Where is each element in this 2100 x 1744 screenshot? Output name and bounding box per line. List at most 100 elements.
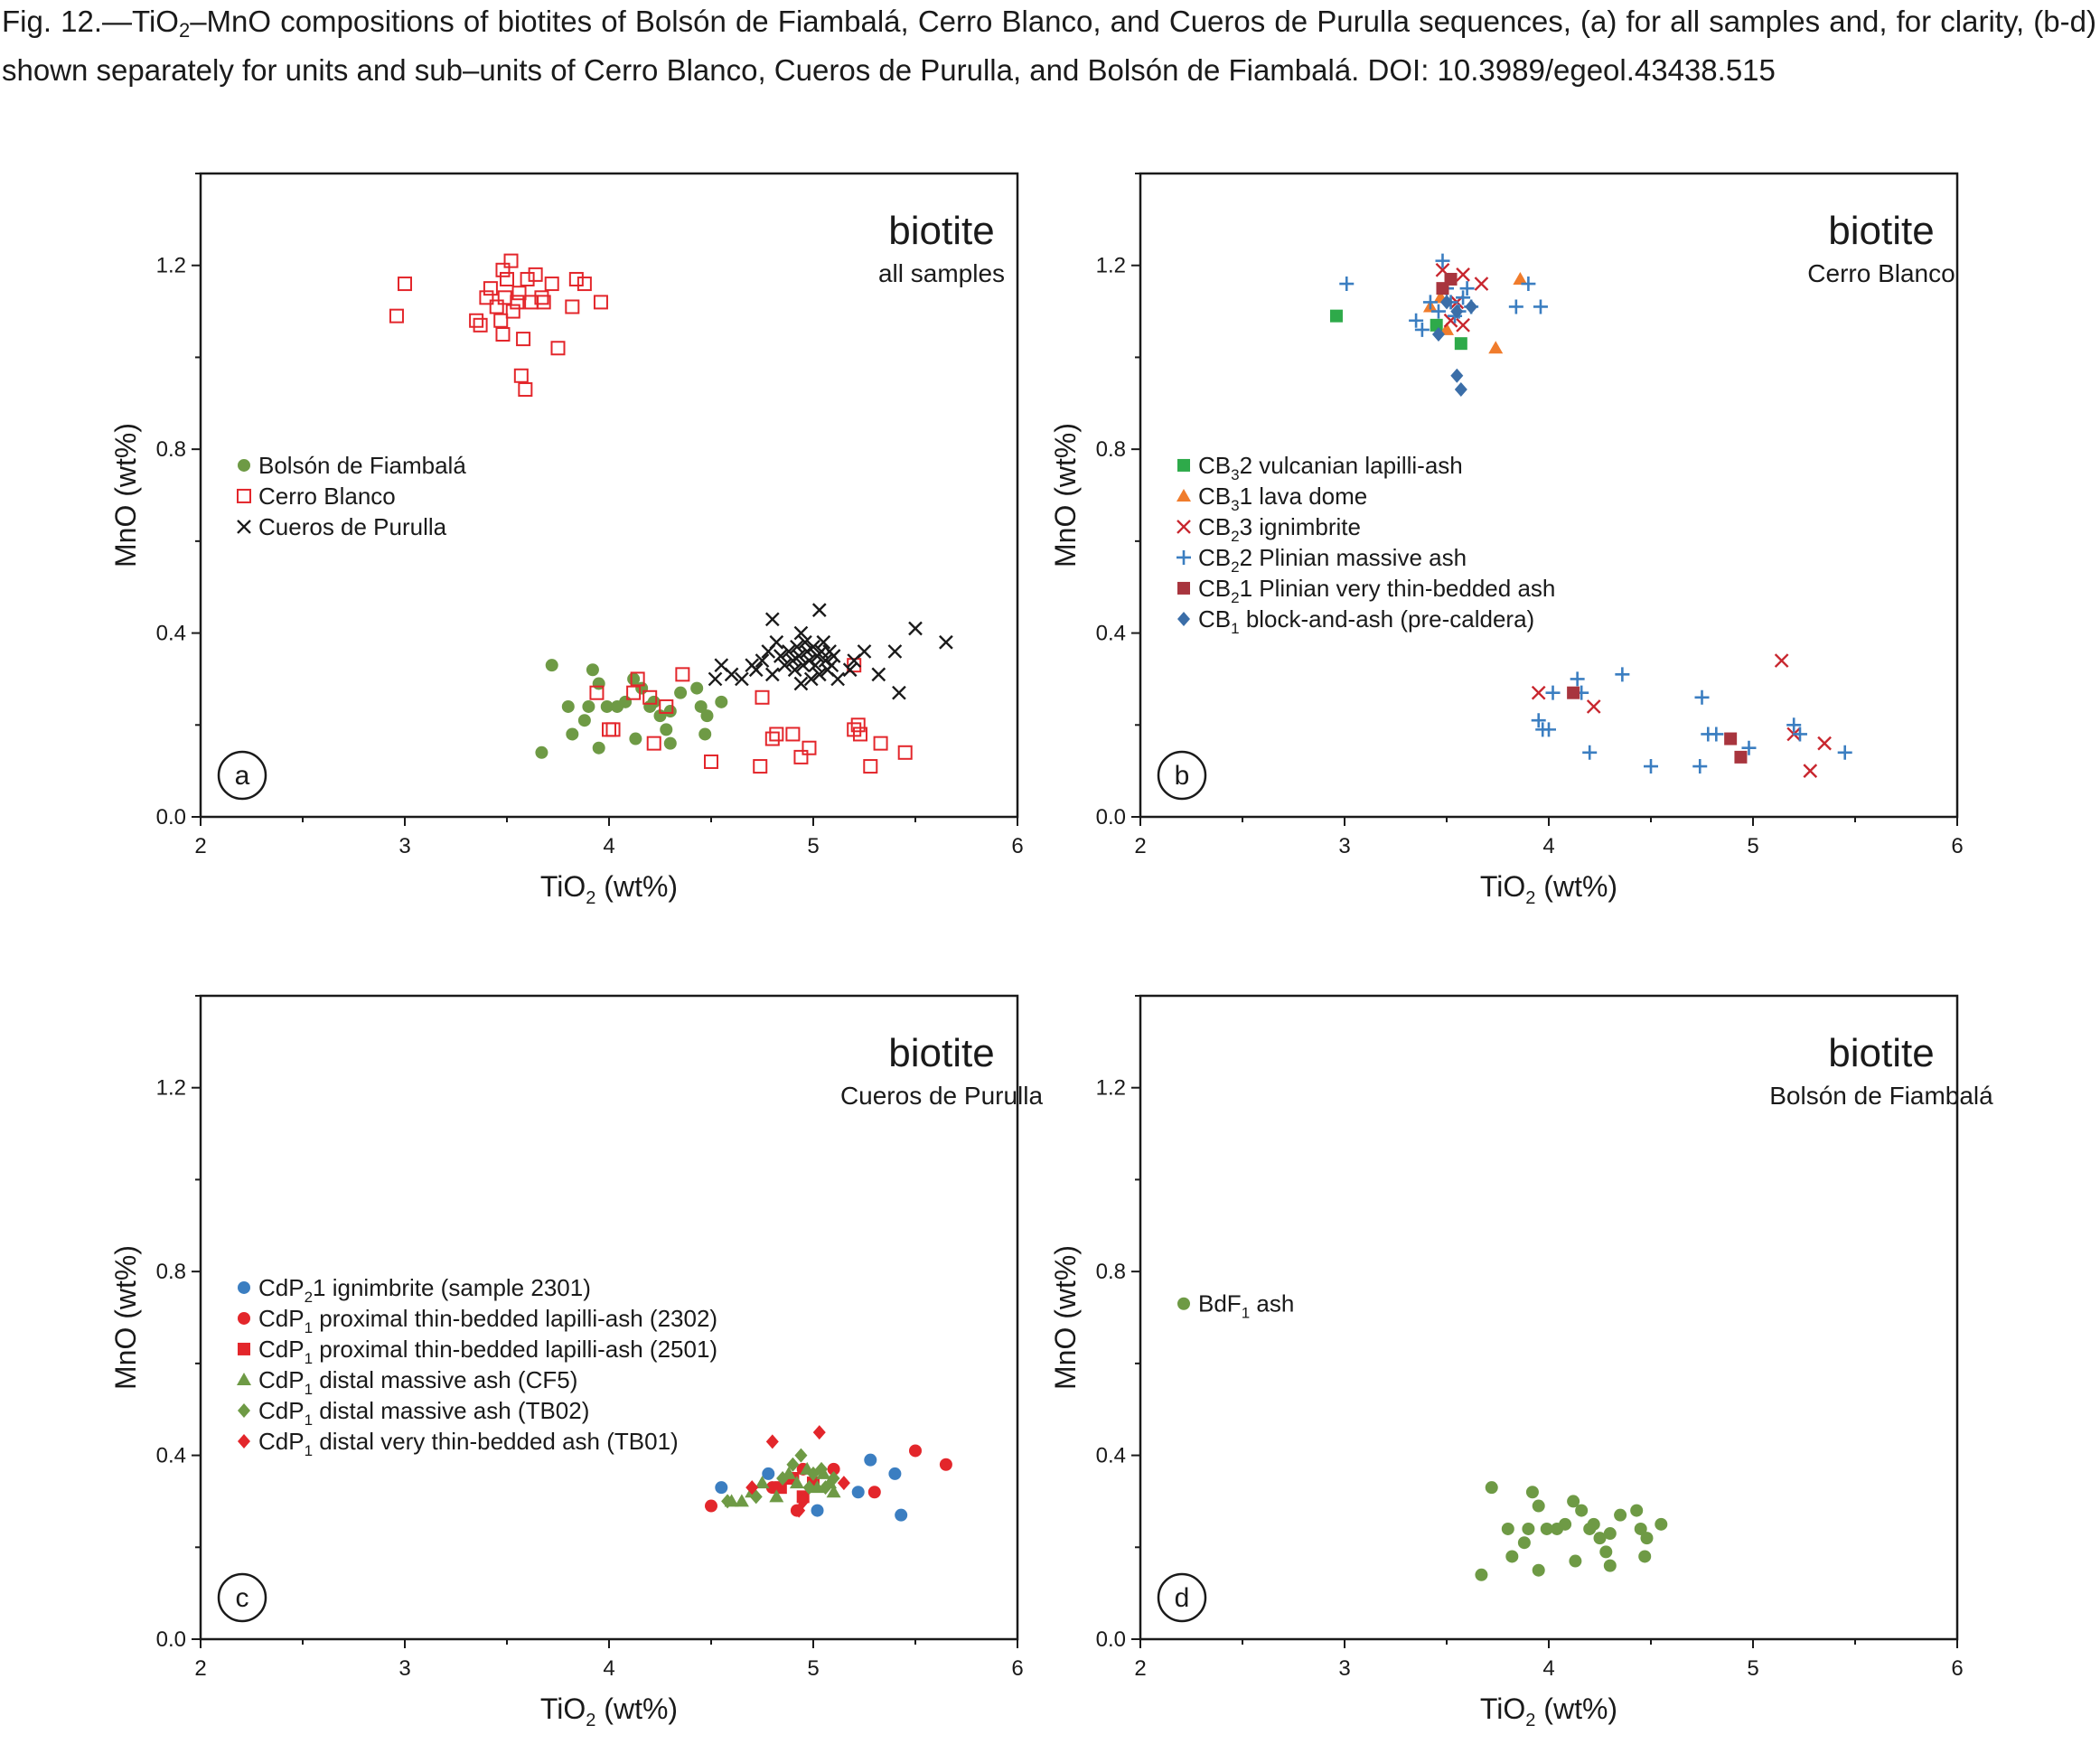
data-point bbox=[748, 662, 764, 678]
data-point bbox=[755, 653, 770, 668]
data-point bbox=[764, 612, 780, 627]
data-point bbox=[786, 1457, 800, 1472]
x-tick-label: 4 bbox=[603, 1656, 614, 1681]
x-tick-label: 2 bbox=[1134, 834, 1146, 858]
data-point bbox=[765, 1434, 779, 1449]
series-cb21-plinian-very-thin-bedded-ash bbox=[1436, 272, 1748, 764]
data-point bbox=[1792, 727, 1807, 742]
y-axis-label: MnO (wt%) bbox=[1049, 423, 1082, 567]
y-tick-label: 1.2 bbox=[156, 254, 186, 278]
series-cb31-lava-dome bbox=[1422, 271, 1528, 354]
data-point bbox=[792, 1503, 806, 1518]
series-cdp1-distal-very-thin-bedded-ash-tb01 bbox=[745, 1425, 850, 1518]
data-point bbox=[1599, 1545, 1613, 1559]
series-cb32-vulcanian-lapilli-ash bbox=[1329, 309, 1467, 351]
legend-label: CdP1 distal massive ash (TB02) bbox=[258, 1397, 589, 1429]
chart-subtitle: all samples bbox=[878, 259, 1005, 287]
legend-marker bbox=[237, 520, 251, 534]
data-point bbox=[1439, 322, 1454, 335]
data-point bbox=[812, 1425, 826, 1440]
legend-marker bbox=[1177, 611, 1190, 626]
legend-marker bbox=[238, 458, 250, 472]
caption-text-start: Fig. 12.—TiO bbox=[2, 5, 179, 38]
y-tick-label: 0.0 bbox=[1096, 1627, 1126, 1652]
data-point bbox=[505, 304, 520, 319]
data-point bbox=[897, 745, 913, 760]
data-point bbox=[536, 295, 551, 310]
data-point bbox=[1644, 759, 1658, 774]
x-tick-label: 6 bbox=[1011, 834, 1023, 858]
chart-panel-c: 2 3 4 5 6 0.0 0.4 0.8 1.2 TiO2 (wt%) MnO (wt%) biot… bbox=[109, 994, 1044, 1730]
data-point bbox=[600, 699, 614, 713]
data-point bbox=[1454, 382, 1467, 398]
data-point bbox=[561, 699, 575, 713]
legend-label: CB32 vulcanian lapilli-ash bbox=[1198, 452, 1463, 483]
legend-label: CB21 Plinian very thin-bedded ash bbox=[1198, 575, 1555, 606]
x-tick-label: 5 bbox=[807, 1656, 819, 1681]
data-point bbox=[1803, 764, 1818, 778]
data-point bbox=[566, 727, 579, 741]
series-cb22-plinian-massive-ash bbox=[1339, 253, 1852, 774]
data-point bbox=[589, 685, 605, 700]
data-point bbox=[708, 671, 723, 687]
data-point bbox=[1521, 277, 1536, 292]
y-axis-label: MnO (wt%) bbox=[109, 423, 142, 567]
data-point bbox=[888, 1467, 902, 1480]
data-point bbox=[1709, 727, 1724, 742]
x-tick-label: 6 bbox=[1951, 1656, 1963, 1681]
data-point bbox=[473, 317, 488, 333]
data-point bbox=[851, 1486, 865, 1499]
series-cdp21-ignimbrite-sample-2301 bbox=[715, 1453, 908, 1522]
chart-title: biotite bbox=[1828, 209, 1934, 253]
data-point bbox=[1505, 1550, 1519, 1563]
data-point bbox=[698, 727, 712, 741]
data-point bbox=[627, 672, 641, 686]
legend-label: CdP21 ignimbrite (sample 2301) bbox=[258, 1274, 591, 1306]
data-point bbox=[1569, 1554, 1582, 1568]
data-point bbox=[806, 639, 820, 654]
data-point bbox=[1587, 1517, 1600, 1531]
data-point bbox=[1430, 318, 1443, 332]
chart-panel-d: 2 3 4 5 6 0.0 0.4 0.8 1.2 TiO2 (wt%) MnO (wt%) biot… bbox=[1049, 994, 1993, 1730]
data-point bbox=[1593, 1532, 1607, 1545]
data-point bbox=[769, 634, 784, 650]
chart-panel-a: 2 3 4 5 6 0.0 0.4 0.8 1.2 TiO2 (wt%) MnO (wt%) biot… bbox=[109, 172, 1024, 908]
chart-panel-b: 2 3 4 5 6 0.0 0.4 0.8 1.2 TiO2 (wt%) MnO (wt%) biot… bbox=[1049, 172, 1964, 908]
data-point bbox=[503, 253, 519, 268]
figure-caption: Fig. 12.—TiO2–MnO compositions of biotit… bbox=[2, 2, 2096, 90]
data-point bbox=[827, 1471, 840, 1486]
data-point bbox=[793, 676, 809, 691]
data-point bbox=[1488, 341, 1504, 354]
data-point bbox=[815, 1461, 829, 1477]
data-point bbox=[545, 659, 558, 672]
data-point bbox=[593, 295, 608, 310]
data-point bbox=[1339, 277, 1355, 292]
data-point bbox=[1817, 736, 1832, 751]
data-point bbox=[792, 649, 807, 663]
data-point bbox=[1430, 304, 1446, 319]
data-point bbox=[794, 1448, 808, 1463]
data-point bbox=[602, 722, 616, 737]
data-point bbox=[810, 1480, 825, 1494]
chart-subtitle: Cueros de Purulla bbox=[840, 1082, 1044, 1110]
panel-label-circle bbox=[1157, 750, 1207, 801]
legend-marker bbox=[1177, 1297, 1190, 1310]
panel-label-circle bbox=[217, 750, 267, 801]
data-point bbox=[630, 671, 645, 687]
x-tick-label: 5 bbox=[807, 834, 819, 858]
data-point bbox=[842, 662, 858, 678]
legend: BdF1 ash bbox=[1177, 1290, 1294, 1322]
series-cb1-block-and-ash-pre-caldera bbox=[1431, 295, 1478, 398]
data-point bbox=[497, 290, 512, 305]
data-point bbox=[909, 1444, 922, 1458]
legend: CdP21 ignimbrite (sample 2301)CdP1 proxi… bbox=[237, 1274, 717, 1459]
data-point bbox=[873, 736, 888, 751]
data-point bbox=[1734, 750, 1748, 764]
x-tick-label: 2 bbox=[1134, 1656, 1146, 1681]
data-point bbox=[1655, 1517, 1668, 1531]
data-point bbox=[1501, 1522, 1514, 1535]
data-point bbox=[1435, 253, 1450, 268]
data-point bbox=[660, 723, 673, 736]
data-point bbox=[518, 382, 533, 398]
data-point bbox=[1545, 685, 1561, 700]
